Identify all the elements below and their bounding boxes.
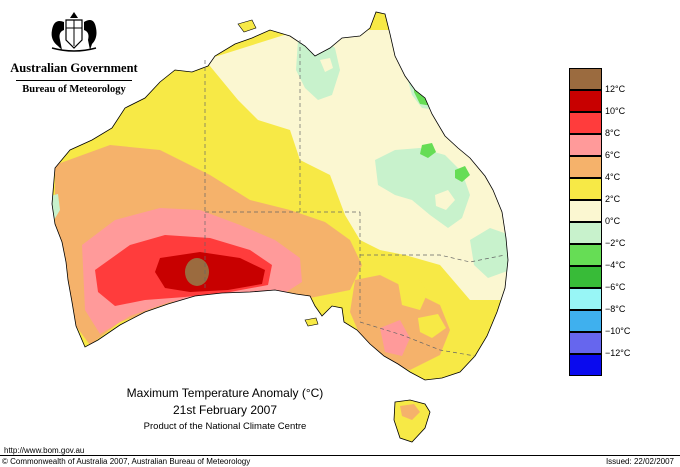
coat-of-arms-icon [51, 12, 97, 52]
legend-label: 10°C [605, 106, 626, 116]
legend-label: −12°C [605, 348, 631, 358]
government-name: Australian Government [10, 61, 138, 75]
island-kangaroo [304, 317, 319, 327]
legend-label: −8°C [605, 304, 626, 314]
state-borders [204, 40, 506, 357]
bureau-name: Bureau of Meteorology [22, 84, 126, 95]
legend-label: 12°C [605, 84, 626, 94]
island-melville [237, 19, 257, 33]
legend-swatch [569, 178, 602, 200]
coastline [51, 11, 509, 381]
legend-label: −2°C [605, 238, 626, 248]
legend-swatch [569, 156, 602, 178]
legend-swatch [569, 266, 602, 288]
legend-swatch [569, 90, 602, 112]
copyright-text: © Commonwealth of Australia 2007, Austra… [2, 457, 251, 466]
logo-block: Australian Government Bureau of Meteorol… [10, 10, 138, 95]
legend-swatch [569, 222, 602, 244]
map-title: Maximum Temperature Anomaly (°C) [126, 386, 324, 400]
legend-swatch [569, 354, 602, 376]
website-url: http://www.bom.gov.au [4, 446, 85, 455]
legend-label: −4°C [605, 260, 626, 270]
legend-label: 6°C [605, 150, 621, 160]
map-title-block: Maximum Temperature Anomaly (°C) 21st Fe… [100, 386, 350, 432]
legend-swatch [569, 244, 602, 266]
map-product: Product of the National Climate Centre [143, 421, 307, 432]
footer-divider [0, 455, 680, 456]
legend-swatch [569, 112, 602, 134]
legend-label: 2°C [605, 194, 621, 204]
legend-swatch [569, 310, 602, 332]
legend-swatch [569, 134, 602, 156]
map-date: 21st February 2007 [172, 403, 278, 417]
legend-label: 0°C [605, 216, 621, 226]
legend-swatch [569, 68, 602, 90]
legend-label: −6°C [605, 282, 626, 292]
tasmania [393, 399, 431, 443]
legend-swatch [569, 288, 602, 310]
logo-divider [16, 80, 132, 81]
legend-swatch [569, 200, 602, 222]
legend-label: 8°C [605, 128, 621, 138]
legend-swatch [569, 332, 602, 354]
legend-label: 4°C [605, 172, 621, 182]
legend-label: −10°C [605, 326, 631, 336]
issued-date: Issued: 22/02/2007 [605, 457, 674, 466]
